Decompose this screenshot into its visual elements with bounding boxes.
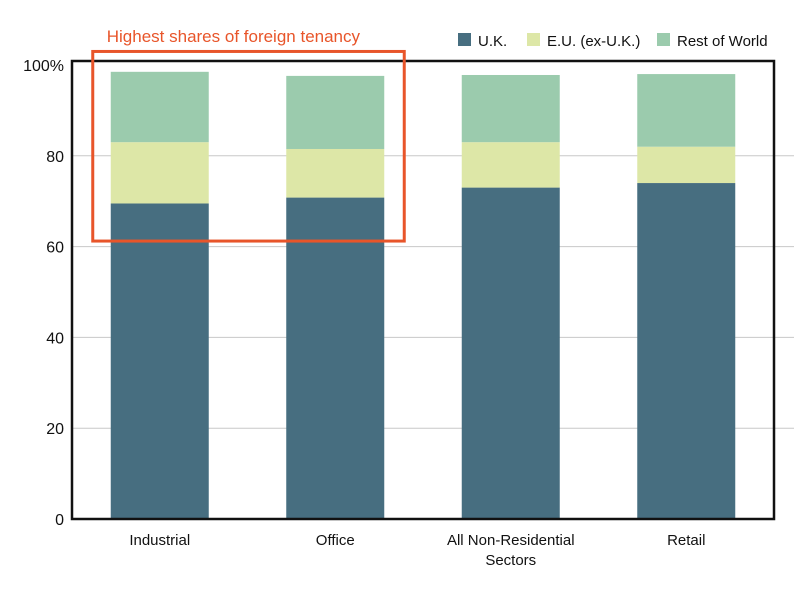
y-axis: 0 20 40 60 80 100% — [23, 58, 64, 529]
bar-segment-row — [110, 71, 209, 143]
y-tick-label: 100% — [23, 58, 64, 75]
y-tick-label: 80 — [46, 149, 64, 166]
y-tick-label: 40 — [46, 330, 64, 347]
x-axis: Industrial Office All Non-Residential Secto… — [129, 532, 705, 569]
legend-swatch-uk — [458, 33, 471, 46]
bar-segment-eu — [461, 142, 560, 188]
legend: U.K. E.U. (ex-U.K.) Rest of World — [458, 33, 768, 50]
x-category-label: Retail — [667, 532, 705, 549]
bar-segment-uk — [461, 187, 560, 519]
legend-label-row: Rest of World — [677, 33, 768, 50]
legend-swatch-eu — [527, 33, 540, 46]
x-category-label: Industrial — [129, 532, 190, 549]
legend-swatch-row — [657, 33, 670, 46]
plot-frame — [70, 59, 776, 521]
annotation: Highest shares of foreign tenancy — [91, 27, 406, 243]
bars — [110, 71, 736, 520]
legend-label-uk: U.K. — [478, 33, 507, 50]
bar-segment-row — [461, 74, 560, 143]
annotation-box — [91, 49, 406, 243]
bar-segment-uk — [110, 203, 209, 519]
y-tick-label: 20 — [46, 421, 64, 438]
annotation-text: Highest shares of foreign tenancy — [107, 27, 361, 46]
bar-segment-eu — [286, 148, 385, 198]
bar-segment-row — [286, 75, 385, 149]
y-tick-label: 0 — [55, 512, 64, 529]
bar-segment-row — [637, 74, 736, 147]
bar-segment-uk — [637, 183, 736, 520]
x-category-label: All Non-Residential Sectors — [447, 532, 575, 569]
legend-label-eu: E.U. (ex-U.K.) — [547, 33, 640, 50]
bar-segment-uk — [286, 197, 385, 519]
x-category-label: Office — [316, 532, 355, 549]
bar-segment-eu — [637, 146, 736, 184]
bar-segment-eu — [110, 142, 209, 204]
y-tick-label: 60 — [46, 240, 64, 257]
